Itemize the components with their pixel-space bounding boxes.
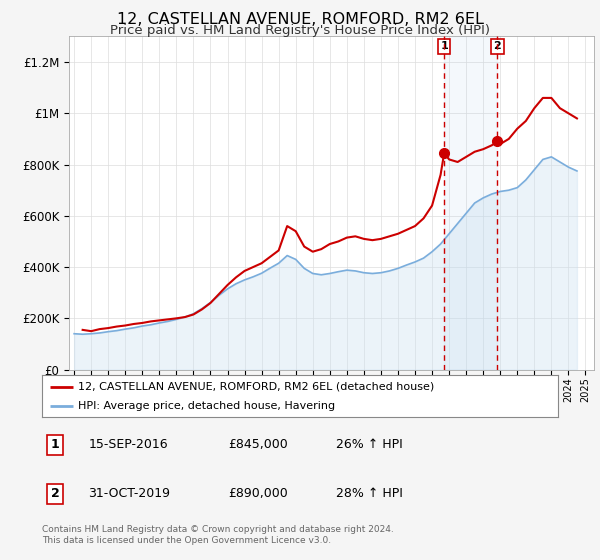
Text: 1: 1 <box>440 41 448 52</box>
Text: £845,000: £845,000 <box>228 438 287 451</box>
Text: 31-OCT-2019: 31-OCT-2019 <box>88 487 170 500</box>
Text: 1: 1 <box>50 438 59 451</box>
Text: 28% ↑ HPI: 28% ↑ HPI <box>336 487 403 500</box>
Text: 12, CASTELLAN AVENUE, ROMFORD, RM2 6EL (detached house): 12, CASTELLAN AVENUE, ROMFORD, RM2 6EL (… <box>78 381 434 391</box>
Text: £890,000: £890,000 <box>228 487 287 500</box>
Text: 26% ↑ HPI: 26% ↑ HPI <box>336 438 403 451</box>
Text: 12, CASTELLAN AVENUE, ROMFORD, RM2 6EL: 12, CASTELLAN AVENUE, ROMFORD, RM2 6EL <box>116 12 484 27</box>
Text: HPI: Average price, detached house, Havering: HPI: Average price, detached house, Have… <box>78 401 335 411</box>
Text: 15-SEP-2016: 15-SEP-2016 <box>88 438 168 451</box>
Bar <box>444 36 497 370</box>
Text: Contains HM Land Registry data © Crown copyright and database right 2024.: Contains HM Land Registry data © Crown c… <box>42 525 394 534</box>
Text: 2: 2 <box>493 41 501 52</box>
Text: 2: 2 <box>50 487 59 500</box>
Text: This data is licensed under the Open Government Licence v3.0.: This data is licensed under the Open Gov… <box>42 536 331 545</box>
Text: Price paid vs. HM Land Registry's House Price Index (HPI): Price paid vs. HM Land Registry's House … <box>110 24 490 36</box>
